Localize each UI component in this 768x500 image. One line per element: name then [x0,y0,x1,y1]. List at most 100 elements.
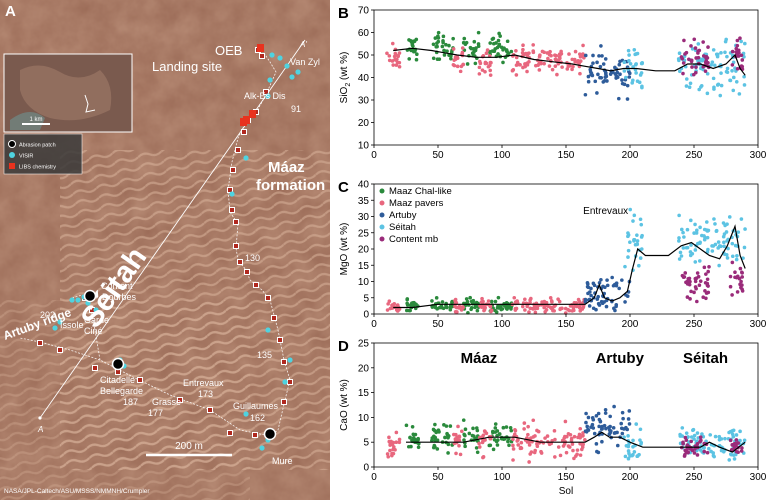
data-point [536,429,541,434]
visir-marker [93,307,99,313]
data-point [476,44,481,49]
libs-target-marker [245,270,249,274]
data-point [580,445,585,449]
data-point [638,427,643,432]
data-point [692,37,697,42]
data-point [504,300,509,305]
data-point [531,418,536,423]
data-point [387,58,392,63]
data-point [553,437,557,442]
data-point [683,52,687,56]
data-point [494,41,498,45]
legend-entry: Maaz pavers [389,198,444,209]
data-point [450,300,455,305]
data-point [705,220,709,224]
data-point [736,230,741,234]
data-point [615,443,620,448]
data-point [604,304,609,309]
label-landing-site: Landing site [152,59,222,74]
data-point [685,279,689,284]
data-point [706,284,710,288]
data-point [591,426,596,430]
data-point [616,96,621,101]
data-point [462,438,466,442]
data-point [637,263,641,268]
data-point [585,424,589,429]
data-point [586,79,591,84]
data-point [467,431,472,436]
data-point [618,72,622,77]
data-point [511,68,516,72]
data-point [404,308,409,313]
data-point [701,40,705,44]
data-point [739,449,744,453]
y-tick-label: 35 [358,196,370,207]
data-point [681,230,685,235]
data-point [596,411,601,416]
data-point [740,270,744,275]
data-point [717,434,722,439]
data-point [543,436,547,440]
data-point [441,34,446,39]
data-point [488,73,493,77]
libs-target-marker [278,338,282,342]
data-point [714,52,719,57]
data-point [596,301,601,306]
data-point [620,431,625,436]
data-point [737,276,742,281]
data-point [614,281,619,285]
data-point [737,92,742,96]
data-point [694,65,698,69]
data-point [506,439,510,444]
data-point [556,297,560,301]
y-tick-label: 40 [358,180,370,191]
data-point [699,85,703,89]
data-point [702,234,706,238]
data-point [696,51,700,55]
data-point [681,61,686,65]
visir-marker [265,327,271,333]
data-point [526,432,530,437]
libs-target-marker [282,400,286,404]
data-point [570,309,575,313]
x-tick-label: 250 [686,319,703,330]
data-point [482,429,487,433]
data-point [494,310,499,314]
data-point [453,298,457,303]
data-point [705,235,710,240]
data-point [621,416,625,421]
data-point [461,40,466,45]
data-point [605,283,610,288]
data-point [442,53,447,57]
data-point [689,435,694,439]
data-point [740,283,744,287]
data-point [590,422,595,427]
data-point [484,51,489,55]
data-point [414,57,419,62]
data-point [638,256,643,260]
data-point [522,421,527,425]
data-point [553,455,557,459]
data-point [717,438,722,442]
libs-target-marker [234,220,238,224]
data-point [495,429,500,433]
data-point [726,246,730,251]
data-point [570,442,575,446]
data-point [716,240,721,244]
data-point [594,442,599,446]
legend-marker [379,236,385,242]
data-point [435,57,440,62]
label-sol-130: 130 [245,253,260,263]
data-point [627,53,631,57]
y-tick-label: 20 [358,363,370,374]
data-point [562,442,567,446]
data-point [589,71,594,76]
data-point [573,49,578,54]
data-point [552,429,557,433]
data-point [565,434,569,439]
abrasion-patch-marker [263,427,277,441]
label-bellegarde: Bellegarde [100,386,143,396]
y-tick-label: 5 [363,293,369,304]
x-tick-label: 100 [494,472,511,483]
data-point [391,63,395,67]
